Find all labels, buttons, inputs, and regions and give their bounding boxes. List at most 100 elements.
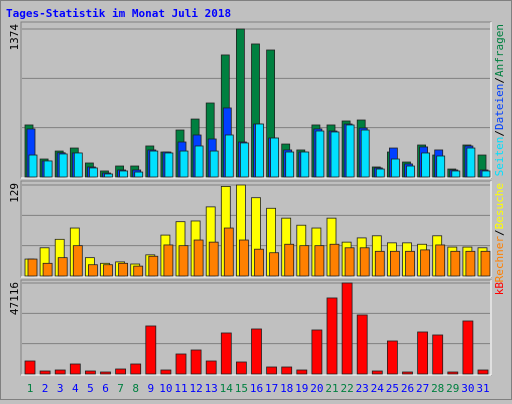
- bar: [285, 151, 295, 178]
- bar: [85, 370, 96, 375]
- x-tick-label: 13: [205, 382, 218, 395]
- legend-separator: /: [493, 77, 506, 84]
- x-tick-label: 12: [189, 382, 202, 395]
- bar: [223, 227, 234, 277]
- x-tick-label: 23: [356, 382, 369, 395]
- bar: [178, 245, 189, 277]
- bar: [133, 265, 144, 277]
- bar: [360, 129, 370, 178]
- bar: [269, 252, 280, 277]
- bar: [24, 360, 36, 375]
- bar: [389, 250, 400, 277]
- legend: Seiten/Dateien/Anfragen: [493, 24, 506, 176]
- bar: [386, 340, 398, 375]
- x-tick-label: 27: [416, 382, 429, 395]
- bar: [450, 250, 461, 277]
- bar: [119, 170, 128, 178]
- bar: [54, 369, 66, 375]
- legend-entry: Besuche: [493, 183, 506, 229]
- bar: [208, 241, 219, 277]
- bar: [190, 349, 202, 375]
- x-tick-label: 21: [325, 382, 338, 395]
- x-tick-label: 17: [265, 382, 278, 395]
- bar: [73, 152, 83, 178]
- bar: [179, 150, 189, 178]
- bar: [402, 371, 413, 375]
- legend: Rechner/Besuche: [493, 183, 506, 282]
- y-tick-label: 47116: [8, 282, 21, 315]
- bar: [299, 245, 310, 277]
- x-tick-label: 16: [250, 382, 263, 395]
- bar: [465, 250, 476, 277]
- bar: [405, 250, 415, 277]
- legend-entry: Anfragen: [493, 24, 506, 77]
- bar: [314, 245, 325, 277]
- legend: kB: [493, 282, 506, 296]
- x-tick-label: 15: [235, 382, 248, 395]
- x-tick-label: 25: [386, 382, 399, 395]
- bar: [220, 332, 232, 375]
- bar: [224, 134, 234, 178]
- y-tick-label: 129: [8, 183, 21, 203]
- bar: [326, 297, 338, 375]
- bar: [238, 239, 249, 277]
- bar: [115, 368, 126, 375]
- bar: [477, 369, 489, 375]
- y-tick-label: 1374: [8, 24, 21, 51]
- bar: [205, 360, 217, 375]
- bar: [72, 245, 83, 277]
- bar: [254, 248, 264, 277]
- bar: [296, 369, 308, 375]
- legend-entry: Dateien: [493, 84, 506, 130]
- bar: [194, 145, 204, 178]
- bar: [375, 168, 385, 178]
- bar: [28, 154, 38, 178]
- bar: [417, 331, 429, 375]
- x-tick-label: 24: [371, 382, 385, 395]
- legend-separator: /: [493, 130, 506, 137]
- legend-separator: /: [493, 229, 506, 236]
- bar: [89, 167, 98, 178]
- x-tick-label: 26: [401, 382, 414, 395]
- bar: [58, 153, 68, 178]
- bar: [145, 325, 157, 375]
- x-tick-label: 11: [174, 382, 187, 395]
- bar: [164, 152, 174, 178]
- bar: [39, 370, 51, 375]
- bar: [345, 124, 355, 178]
- x-tick-label: 7: [117, 382, 124, 395]
- x-tick-label: 28: [431, 382, 444, 395]
- bar: [435, 244, 446, 277]
- bar: [462, 320, 474, 375]
- bar: [251, 328, 262, 375]
- x-tick-label: 4: [72, 382, 79, 395]
- bar: [57, 257, 68, 277]
- bar: [480, 250, 491, 277]
- bar: [266, 366, 278, 375]
- bar: [315, 130, 325, 178]
- bar: [235, 361, 247, 375]
- x-tick-label: 8: [132, 382, 139, 395]
- x-tick-label: 31: [476, 382, 489, 395]
- bar: [451, 170, 461, 178]
- bar: [69, 363, 81, 375]
- x-tick-label: 9: [147, 382, 154, 395]
- bar: [270, 137, 280, 178]
- bar: [284, 243, 295, 277]
- bar: [447, 371, 459, 375]
- bar: [149, 150, 159, 178]
- x-tick-label: 2: [42, 382, 49, 395]
- x-tick-label: 19: [295, 382, 308, 395]
- x-tick-label: 18: [280, 382, 293, 395]
- bar: [371, 370, 383, 375]
- bar: [209, 150, 219, 178]
- bar: [311, 329, 323, 375]
- bar: [130, 363, 142, 375]
- bar: [103, 264, 113, 277]
- x-tick-label: 1: [27, 382, 34, 395]
- bar: [481, 170, 491, 178]
- legend-entry: kB: [493, 282, 506, 296]
- bar: [27, 258, 38, 277]
- bar: [466, 147, 476, 178]
